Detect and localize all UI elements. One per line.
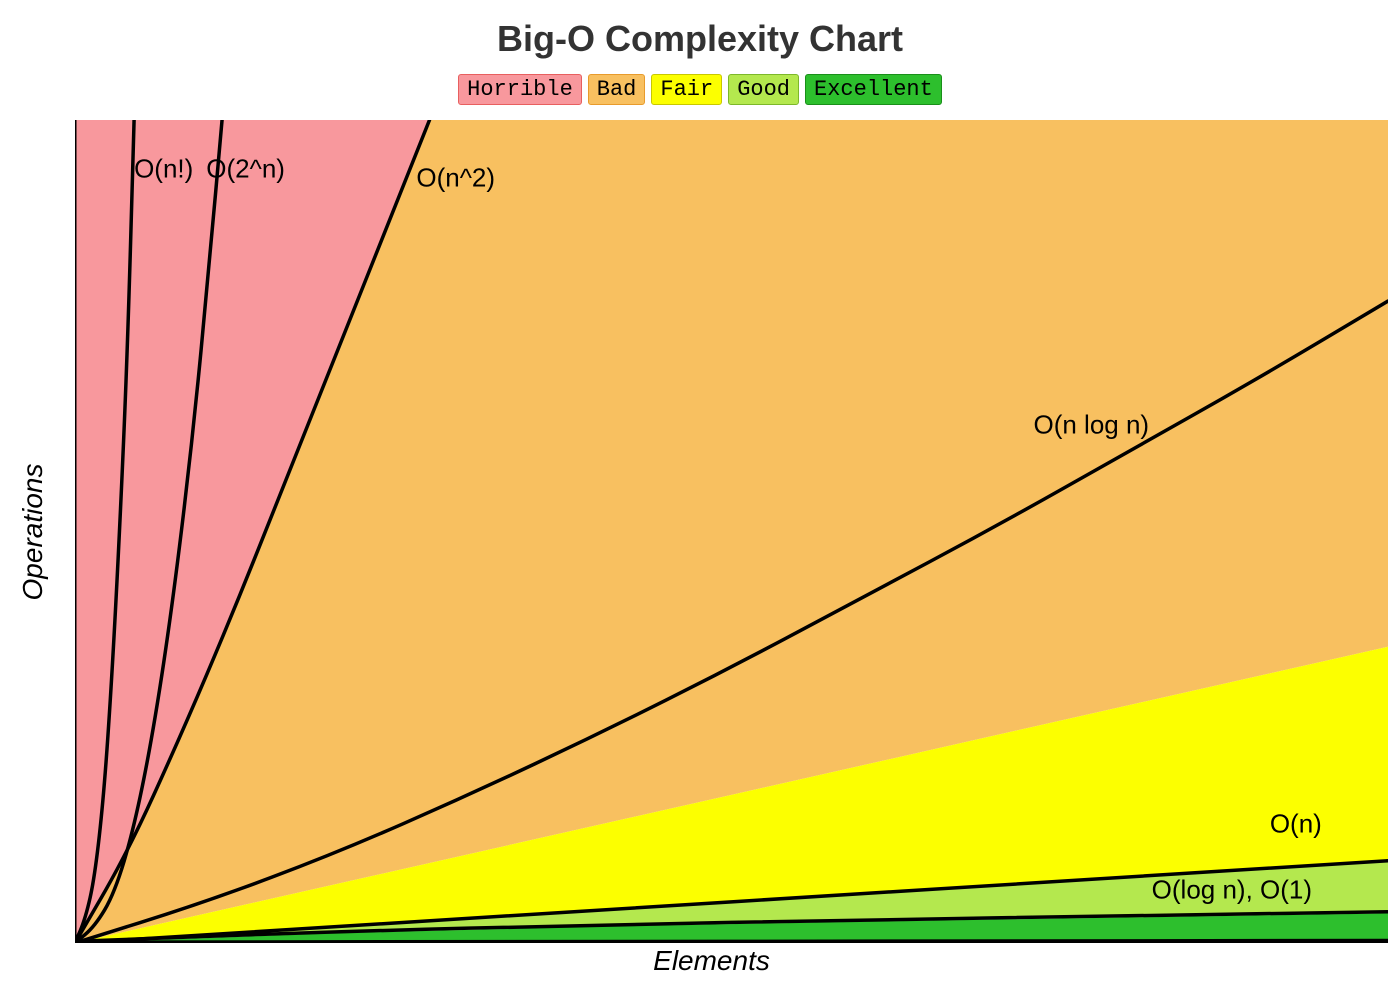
curve-label-O-n-log-n-: O(n log n) bbox=[1033, 409, 1149, 440]
legend-item-good: Good bbox=[728, 74, 799, 105]
legend-item-bad: Bad bbox=[588, 74, 646, 105]
y-axis-label: Operations bbox=[17, 463, 49, 600]
curve-label-O-log-n-O-1-: O(log n), O(1) bbox=[1152, 874, 1312, 905]
complexity-plot bbox=[75, 120, 1388, 943]
curve-label-O-n-: O(n) bbox=[1270, 808, 1322, 839]
x-axis-label: Elements bbox=[653, 945, 770, 977]
chart-title: Big-O Complexity Chart bbox=[0, 0, 1400, 60]
legend-item-fair: Fair bbox=[651, 74, 722, 105]
curve-label-O-2-n-: O(2^n) bbox=[206, 154, 285, 185]
legend-item-horrible: Horrible bbox=[458, 74, 582, 105]
legend: HorribleBadFairGoodExcellent bbox=[0, 74, 1400, 105]
curve-label-O-n-2-: O(n^2) bbox=[416, 162, 495, 193]
chart-area: Operations Elements O(n!)O(2^n)O(n^2)O(n… bbox=[35, 120, 1388, 943]
curve-label-O-n-: O(n!) bbox=[134, 154, 193, 185]
legend-item-excellent: Excellent bbox=[805, 74, 942, 105]
